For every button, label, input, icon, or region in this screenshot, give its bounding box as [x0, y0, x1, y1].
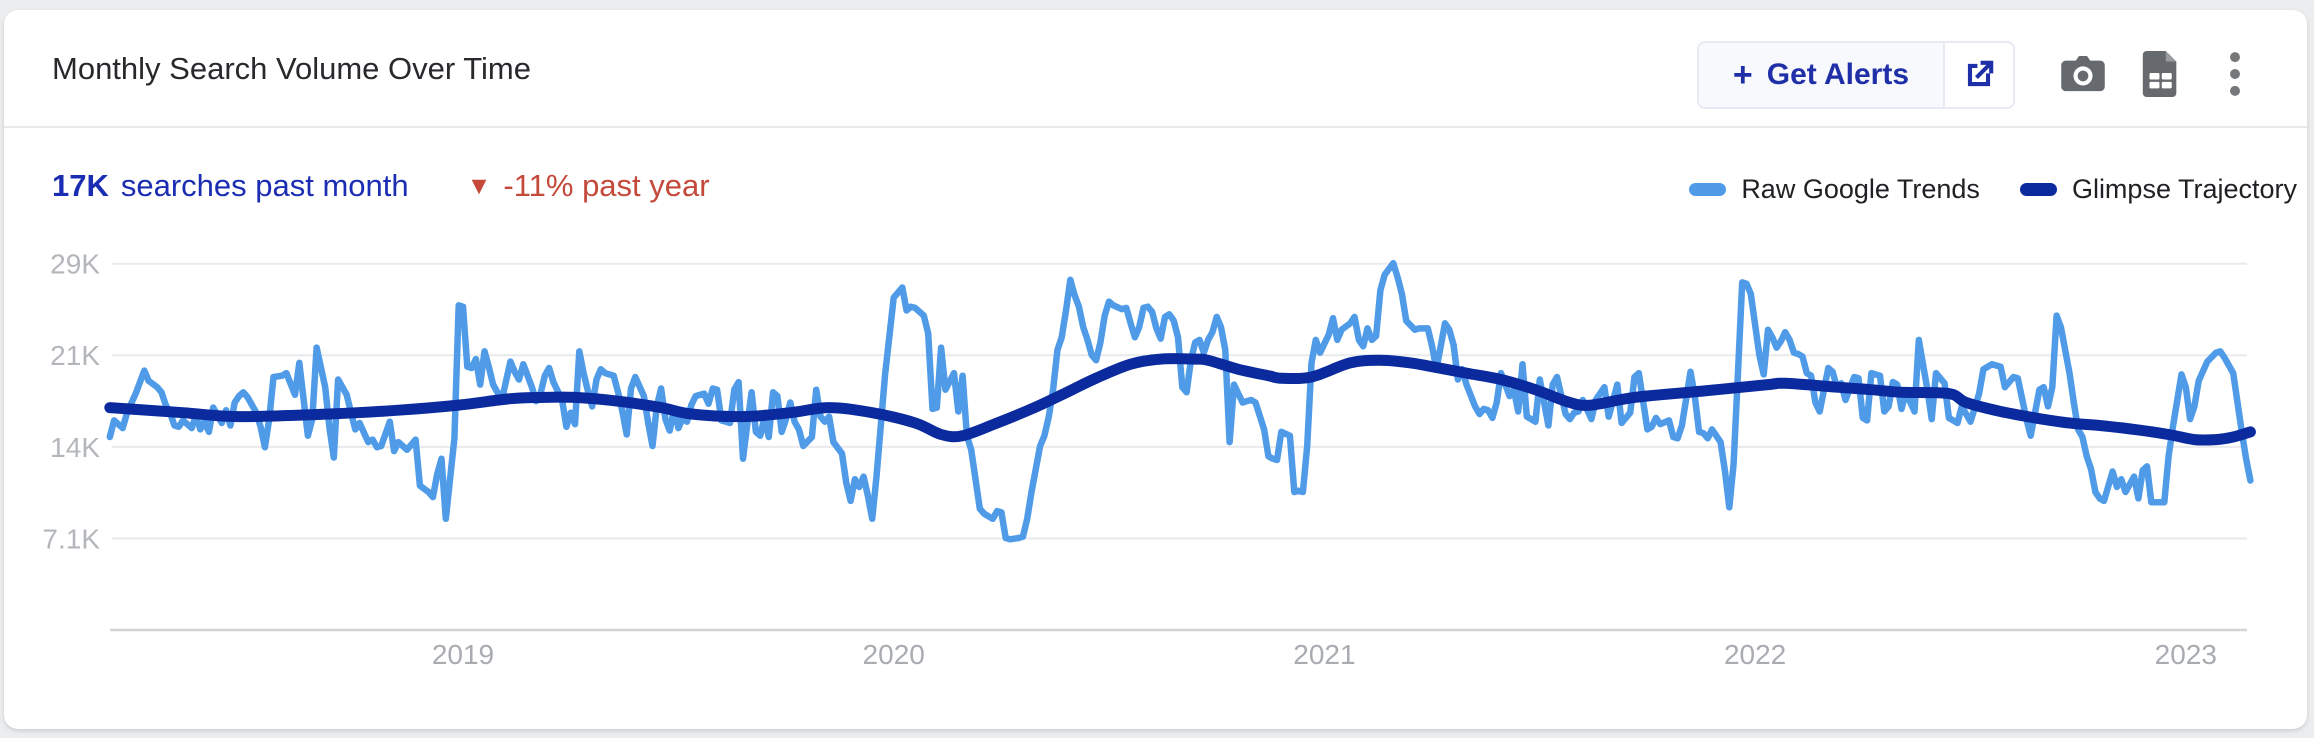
x-tick-label: 2020 [863, 639, 925, 670]
x-tick-label: 2023 [2155, 639, 2217, 670]
screenshot-button[interactable] [2059, 51, 2107, 97]
volume-value: 17K [52, 168, 109, 203]
card-header: Monthly Search Volume Over Time + Get Al… [4, 10, 2307, 128]
yearly-delta: ▼ -11% past year [467, 168, 710, 204]
chart-legend: Raw Google Trends Glimpse Trajectory [1689, 174, 2297, 205]
kebab-menu-icon [2230, 52, 2240, 96]
y-tick-label: 7.1K [42, 524, 100, 555]
plus-icon: + [1732, 56, 1753, 94]
raw-line-series [106, 259, 2254, 543]
y-tick-label: 29K [50, 249, 100, 280]
x-tick-label: 2021 [1293, 639, 1355, 670]
y-tick-label: 14K [50, 432, 100, 463]
raw-trends-label: Raw Google Trends [1741, 174, 1980, 204]
raw-trends-swatch [1689, 183, 1727, 196]
external-link-icon [1967, 60, 1994, 87]
legend-item-raw[interactable]: Raw Google Trends [1689, 174, 1980, 205]
trajectory-swatch [2019, 183, 2057, 196]
trajectory-label: Glimpse Trajectory [2071, 174, 2297, 204]
get-alerts-button[interactable]: + Get Alerts [1698, 43, 1943, 107]
camera-icon [2061, 56, 2105, 92]
get-alerts-label: Get Alerts [1766, 58, 1909, 91]
search-volume-stats: 17K searches past month ▼ -11% past year [52, 168, 710, 204]
get-alerts-button-group: + Get Alerts [1696, 41, 2015, 109]
page-title: Monthly Search Volume Over Time [52, 51, 531, 86]
more-options-button[interactable] [2211, 51, 2259, 97]
spreadsheet-file-icon [2142, 51, 2177, 97]
down-triangle-icon: ▼ [466, 171, 492, 200]
chart-card: 7.1K 14K 21K 29K 2019 2020 2021 2022 2023 Monthl… [4, 10, 2307, 729]
y-tick-label: 21K [50, 340, 100, 371]
export-sheet-button[interactable] [2137, 51, 2185, 97]
volume-suffix: searches past month [120, 168, 409, 203]
open-external-button[interactable] [1943, 43, 2013, 107]
x-tick-label: 2019 [432, 639, 494, 670]
delta-label: -11% past year [503, 168, 710, 203]
legend-item-trajectory[interactable]: Glimpse Trajectory [2019, 174, 2297, 205]
trajectory-line-series [104, 353, 2256, 446]
x-tick-label: 2022 [1724, 639, 1786, 670]
